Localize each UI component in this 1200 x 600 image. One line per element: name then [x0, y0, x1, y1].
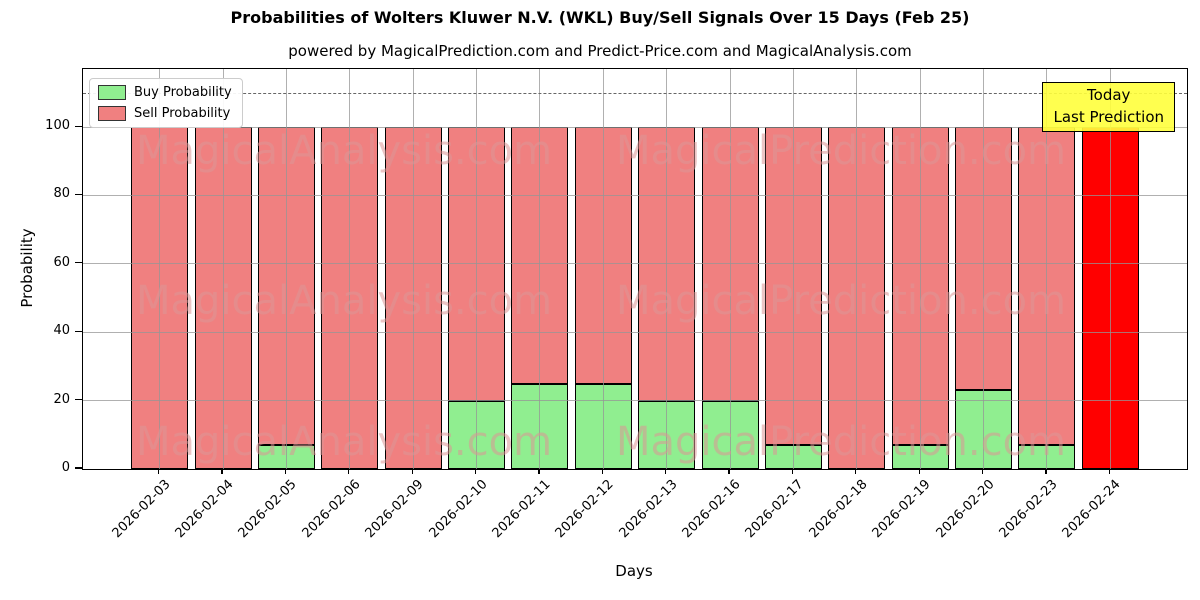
- chart-title: Probabilities of Wolters Kluwer N.V. (WK…: [230, 8, 970, 27]
- legend-label-sell: Sell Probability: [134, 106, 231, 121]
- bar-sell-2026-02-19: [891, 127, 949, 446]
- y-tick-mark: [75, 399, 82, 401]
- bar-sell-2026-02-09: [384, 127, 442, 469]
- today-annotation: Today Last Prediction: [1042, 82, 1175, 132]
- bar-sell-2026-02-17: [764, 127, 822, 446]
- bar-sell-2026-02-10: [448, 127, 506, 401]
- legend-item-sell: Sell Probability: [98, 106, 232, 121]
- bar-buy-2026-02-05: [257, 445, 315, 469]
- y-tick-label: 60: [53, 254, 70, 270]
- x-tick-mark: [601, 468, 603, 474]
- plot-area: MagicalAnalysis.com MagicalPrediction.com…: [82, 68, 1188, 470]
- bar-buy-2026-02-16: [701, 400, 759, 469]
- buy-swatch: [98, 85, 126, 100]
- y-tick-mark: [75, 193, 82, 196]
- bar-sell-2026-02-16: [701, 127, 759, 401]
- bar-sell-2026-02-05: [257, 127, 315, 446]
- bar-sell-2026-02-03: [131, 127, 189, 469]
- threshold-dashed-line: [83, 92, 1187, 94]
- y-tick-mark: [75, 125, 82, 127]
- x-tick-mark: [918, 468, 920, 474]
- y-tick-label: 80: [53, 186, 70, 202]
- y-tick-label: 100: [45, 118, 70, 134]
- bar-sell-2026-02-12: [574, 127, 632, 384]
- bar-buy-2026-02-20: [955, 390, 1013, 469]
- x-axis-label: Days: [615, 562, 653, 580]
- chart-subtitle: powered by MagicalPrediction.com and Pre…: [288, 42, 912, 60]
- x-tick-mark: [728, 468, 730, 474]
- bar-buy-2026-02-10: [448, 400, 506, 469]
- x-tick-mark: [411, 468, 413, 474]
- x-tick-mark: [284, 468, 287, 474]
- x-tick-mark: [221, 468, 223, 474]
- x-tick-mark: [1045, 468, 1047, 474]
- legend-item-buy: Buy Probability: [98, 85, 232, 100]
- bar-sell-2026-02-18: [828, 127, 886, 469]
- bar-buy-2026-02-23: [1018, 445, 1076, 469]
- today-annotation-line2: Last Prediction: [1053, 107, 1164, 126]
- bar-sell-2026-02-04: [194, 127, 252, 469]
- x-tick-mark: [474, 468, 477, 474]
- today-annotation-line1: Today: [1087, 86, 1131, 104]
- y-tick-mark: [75, 330, 82, 332]
- y-tick-label: 40: [53, 323, 70, 339]
- y-tick-mark: [75, 262, 82, 264]
- x-tick-mark: [791, 468, 794, 474]
- x-tick-mark: [1108, 468, 1110, 474]
- bar-buy-2026-02-12: [574, 383, 632, 469]
- bar-buy-2026-02-13: [638, 400, 696, 469]
- legend-label-buy: Buy Probability: [134, 85, 232, 100]
- x-tick-mark: [348, 468, 350, 474]
- bar-sell-2026-02-24: [1081, 127, 1139, 469]
- bar-buy-2026-02-11: [511, 383, 569, 469]
- y-tick-mark: [75, 467, 82, 469]
- bar-sell-2026-02-06: [321, 127, 379, 469]
- x-tick-mark: [158, 468, 160, 474]
- x-tick-mark: [855, 468, 857, 474]
- legend: Buy Probability Sell Probability: [89, 78, 243, 128]
- sell-swatch: [98, 106, 126, 121]
- bar-sell-2026-02-11: [511, 127, 569, 384]
- y-tick-label: 20: [53, 391, 70, 407]
- bar-sell-2026-02-13: [638, 127, 696, 401]
- bar-buy-2026-02-19: [891, 445, 949, 469]
- bar-sell-2026-02-23: [1018, 127, 1076, 446]
- x-tick-mark: [981, 468, 984, 474]
- x-tick-mark: [538, 468, 540, 474]
- x-tick-mark: [665, 468, 667, 474]
- bar-sell-2026-02-20: [955, 127, 1013, 391]
- bar-buy-2026-02-17: [764, 445, 822, 469]
- y-tick-label: 0: [61, 460, 70, 475]
